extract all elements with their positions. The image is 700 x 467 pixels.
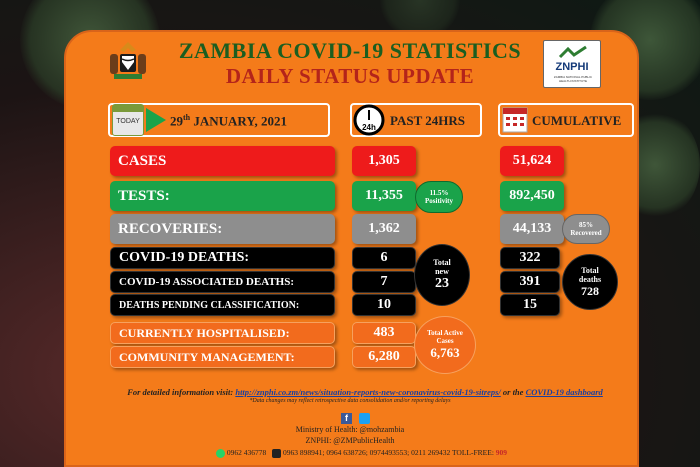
total-active-cases-bubble: Total Active Cases 6,763: [414, 316, 476, 374]
positivity-bubble: 11.5% Positivity: [415, 181, 463, 213]
covid-deaths-cumulative-value: 322: [500, 247, 560, 269]
associated-deaths-label: COVID-19 ASSOCIATED DEATHS:: [110, 271, 335, 293]
cases-label: CASES: [110, 146, 335, 176]
cases-cumulative-value: 51,624: [500, 146, 564, 176]
recoveries-cumulative-value: 44,133: [500, 214, 564, 244]
hospitalised-past-value: 483: [352, 322, 416, 344]
community-management-label: COMMUNITY MANAGEMENT:: [110, 346, 335, 368]
calendar-icon: TODAY: [112, 104, 144, 136]
data-note: *Data changes may reflect retrospective …: [249, 398, 451, 404]
report-date: 29th JANUARY, 2021: [170, 113, 288, 129]
social-icons: f: [341, 409, 370, 427]
cases-past-value: 1,305: [352, 146, 416, 176]
cumulative-label: CUMULATIVE: [532, 113, 622, 128]
page-subtitle: DAILY STATUS UPDATE: [225, 64, 475, 88]
svg-text:24h: 24h: [362, 123, 376, 132]
dashboard-link[interactable]: COVID-19 dashboard: [525, 387, 603, 397]
pending-deaths-past-value: 10: [352, 294, 416, 316]
associated-deaths-past-value: 7: [352, 271, 416, 293]
past-24hrs-label: PAST 24HRS: [390, 113, 466, 128]
clock-24h-icon: 24h: [353, 104, 385, 136]
contact-numbers: 0962 436778 0963 898941; 0964 638726; 09…: [216, 448, 636, 458]
total-deaths-bubble: Total deaths 728: [562, 254, 618, 310]
total-new-deaths-bubble: Total new 23: [414, 244, 470, 306]
pending-deaths-cumulative-value: 15: [500, 294, 560, 316]
twitter-icon[interactable]: [359, 412, 370, 424]
recoveries-label: RECOVERIES:: [110, 214, 335, 244]
whatsapp-icon: [216, 448, 225, 458]
tests-label: TESTS:: [110, 181, 335, 211]
recovered-bubble: 85% Recovered: [562, 214, 610, 244]
hospitalised-label: CURRENTLY HOSPITALISED:: [110, 322, 335, 344]
pending-deaths-label: DEATHS PENDING CLASSIFICATION:: [110, 294, 335, 316]
recoveries-past-value: 1,362: [352, 214, 416, 244]
info-line: For detailed information visit: http://z…: [127, 387, 603, 397]
coat-of-arms-icon: [110, 42, 146, 79]
covid-deaths-past-value: 6: [352, 247, 416, 269]
arrow-right-icon: [146, 108, 166, 132]
znphi-wave-icon: [558, 45, 587, 59]
associated-deaths-cumulative-value: 391: [500, 271, 560, 293]
ministry-handle: Ministry of Health: @mohzambia: [295, 425, 405, 434]
community-management-past-value: 6,280: [352, 346, 416, 368]
covid-deaths-label: COVID-19 DEATHS:: [110, 247, 335, 269]
calendar-grid-icon: [502, 107, 528, 133]
facebook-icon[interactable]: f: [341, 412, 352, 424]
tests-past-value: 11,355: [352, 181, 416, 211]
sitrep-link[interactable]: http://znphi.co.zm/news/situation-report…: [235, 387, 501, 397]
page-title: ZAMBIA COVID-19 STATISTICS: [178, 38, 522, 63]
tests-cumulative-value: 892,450: [500, 181, 564, 211]
znphi-handle: ZNPHI: @ZMPublicHealth: [305, 436, 395, 445]
phone-icon: [272, 448, 282, 458]
date-banner: [108, 103, 330, 137]
znphi-logo: ZNPHI ZAMBIA NATIONAL PUBLIC HEALTH INST…: [543, 40, 601, 88]
